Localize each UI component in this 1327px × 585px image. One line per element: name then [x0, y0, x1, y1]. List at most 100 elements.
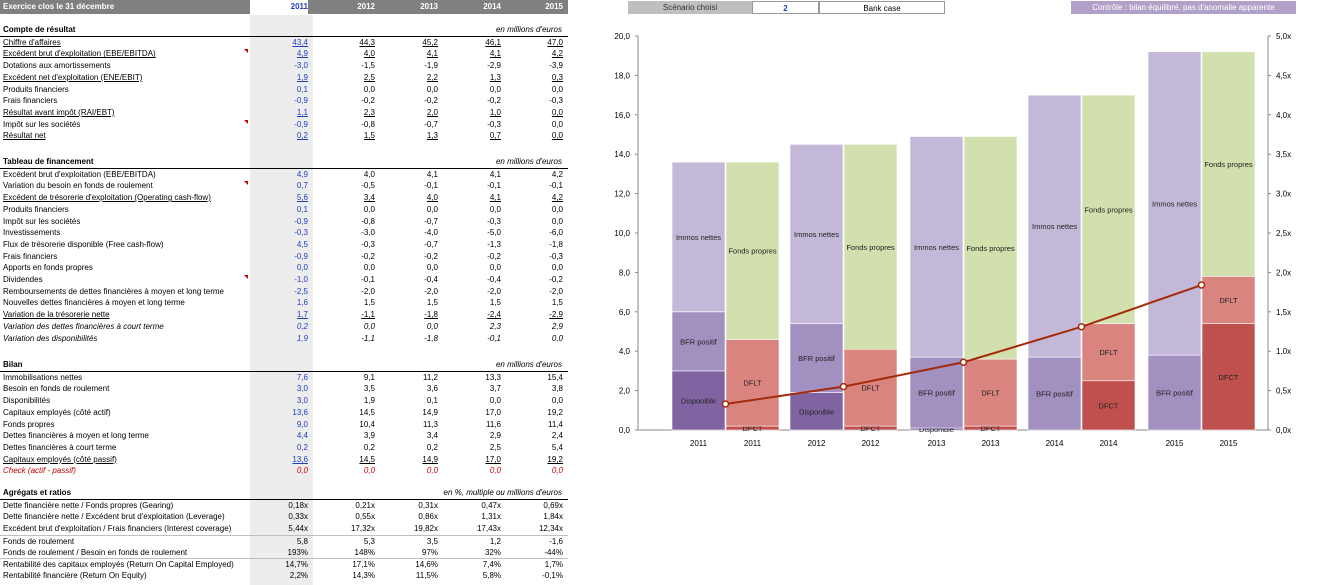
value-cell[interactable]: 0,0 [363, 263, 375, 273]
value-cell[interactable]: -2,0 [361, 286, 375, 296]
value-cell[interactable]: 1,5 [363, 298, 375, 308]
value-cell[interactable]: 1,9 [363, 396, 375, 406]
value-cell[interactable]: 0,0 [551, 216, 563, 226]
value-cell[interactable]: 2,0 [426, 107, 438, 117]
value-cell[interactable]: 0,0 [551, 396, 563, 406]
value-cell[interactable]: 11,5% [415, 570, 438, 580]
value-cell[interactable]: 0,18x [288, 500, 308, 510]
value-cell[interactable]: -0,4 [424, 275, 438, 284]
value-cell[interactable]: 4,1 [489, 169, 501, 179]
value-cell[interactable]: 0,3 [551, 72, 563, 82]
value-cell[interactable]: -2,0 [424, 286, 438, 296]
value-cell[interactable]: 4,2 [551, 169, 563, 179]
value-cell[interactable]: -0,8 [361, 119, 375, 129]
value-cell[interactable]: 9,1 [363, 372, 375, 382]
value-cell[interactable]: 12,34x [538, 524, 563, 534]
value-cell[interactable]: 15,4 [547, 372, 563, 382]
value-cell[interactable]: -0,3 [487, 119, 501, 129]
value-cell[interactable]: 0,0 [551, 204, 563, 214]
value-cell[interactable]: 11,3 [423, 419, 438, 429]
value-cell[interactable]: 3,7 [489, 384, 501, 394]
value-cell[interactable]: 17,0 [485, 454, 501, 464]
value-cell[interactable]: 13,3 [485, 372, 501, 382]
value-cell[interactable]: -0,3 [487, 216, 501, 226]
value-cell[interactable]: -2,0 [487, 286, 501, 296]
value-cell[interactable]: 0,0 [426, 84, 438, 94]
year-2015-cell[interactable]: 2015 [545, 2, 563, 11]
value-cell[interactable]: -0,9 [294, 96, 308, 106]
value-cell[interactable]: 19,82x [413, 524, 438, 534]
value-cell[interactable]: -6,0 [549, 228, 563, 238]
value-cell[interactable]: -0,2 [361, 96, 375, 106]
value-cell[interactable]: -0,2 [487, 96, 501, 106]
value-cell[interactable]: 3,8 [551, 384, 563, 394]
value-cell[interactable]: 14,3% [352, 570, 375, 580]
value-cell[interactable]: 2,5 [363, 72, 375, 82]
value-cell[interactable]: 9,0 [296, 419, 308, 429]
value-cell[interactable]: -0,4 [487, 275, 501, 284]
value-cell[interactable]: 0,0 [489, 204, 501, 214]
value-cell[interactable]: 0,0 [551, 333, 563, 343]
value-cell[interactable]: -1,8 [549, 239, 563, 249]
value-cell[interactable]: 0,1 [426, 396, 438, 406]
year-2012-cell[interactable]: 2012 [357, 2, 375, 11]
comment-marker-icon[interactable] [244, 49, 248, 54]
value-cell[interactable]: 0,21x [355, 500, 375, 510]
value-cell[interactable]: 0,0 [489, 84, 501, 94]
value-cell[interactable]: 0,0 [551, 84, 563, 94]
value-cell[interactable]: 4,0 [363, 49, 375, 59]
value-cell[interactable]: 0,2 [296, 442, 308, 452]
value-cell[interactable]: -0,1% [542, 570, 563, 580]
value-cell[interactable]: -0,2 [424, 251, 438, 261]
value-cell[interactable]: -1,8 [424, 310, 438, 320]
value-cell[interactable]: -1,1 [361, 310, 375, 320]
value-cell[interactable]: 4,1 [426, 49, 438, 59]
value-cell[interactable]: 1,31x [481, 512, 501, 522]
value-cell[interactable]: -0,1 [424, 181, 438, 191]
value-cell[interactable]: 14,5 [359, 407, 375, 417]
value-cell[interactable]: 17,43x [476, 524, 501, 534]
value-cell[interactable]: 3,0 [296, 384, 308, 394]
value-cell[interactable]: 32% [484, 547, 501, 557]
value-cell[interactable]: 44,3 [359, 37, 375, 47]
value-cell[interactable]: 17,32x [350, 524, 375, 534]
value-cell[interactable]: 47,0 [547, 37, 563, 47]
value-cell[interactable]: -4,0 [424, 228, 438, 238]
value-cell[interactable]: 0,0 [363, 84, 375, 94]
value-cell[interactable]: 0,0 [426, 263, 438, 273]
value-cell[interactable]: 2,2 [426, 72, 438, 82]
value-cell[interactable]: 11,2 [423, 372, 438, 382]
value-cell[interactable]: 3,4 [363, 193, 375, 203]
value-cell[interactable]: 5,44x [288, 524, 308, 534]
value-cell[interactable]: 0,1 [296, 84, 308, 94]
value-cell[interactable]: -0,7 [424, 239, 438, 249]
value-cell[interactable]: 1,84x [543, 512, 563, 522]
value-cell[interactable]: 19,2 [547, 454, 563, 464]
value-cell[interactable]: 1,1 [296, 107, 308, 117]
value-cell[interactable]: 1,6 [296, 298, 308, 308]
value-cell[interactable]: 1,3 [426, 131, 438, 141]
value-cell[interactable]: 5,8 [296, 536, 308, 546]
value-cell[interactable]: 0,7 [489, 131, 501, 141]
value-cell[interactable]: 14,6% [415, 560, 438, 570]
value-cell[interactable]: 4,1 [489, 193, 501, 203]
value-cell[interactable]: 0,0 [363, 321, 375, 331]
value-cell[interactable]: 2,3 [489, 321, 501, 331]
value-cell[interactable]: 193% [287, 547, 308, 557]
value-cell[interactable]: -2,5 [294, 286, 308, 296]
value-cell[interactable]: -0,9 [294, 119, 308, 129]
value-cell[interactable]: -0,3 [361, 239, 375, 249]
value-cell[interactable]: 5,8% [482, 570, 501, 580]
value-cell[interactable]: 4,0 [426, 193, 438, 203]
value-cell[interactable]: 0,0 [489, 396, 501, 406]
value-cell[interactable]: 0,0 [551, 119, 563, 129]
value-cell[interactable]: -0,2 [361, 251, 375, 261]
value-cell[interactable]: 45,2 [422, 37, 438, 47]
value-cell[interactable]: -0,3 [294, 228, 308, 238]
value-cell[interactable]: 0,0 [426, 321, 438, 331]
value-cell[interactable]: 3,5 [363, 384, 375, 394]
value-cell[interactable]: -0,2 [549, 275, 563, 284]
value-cell[interactable]: 1,3 [489, 72, 501, 82]
value-cell[interactable]: -5,0 [487, 228, 501, 238]
value-cell[interactable]: 0,0 [363, 204, 375, 214]
